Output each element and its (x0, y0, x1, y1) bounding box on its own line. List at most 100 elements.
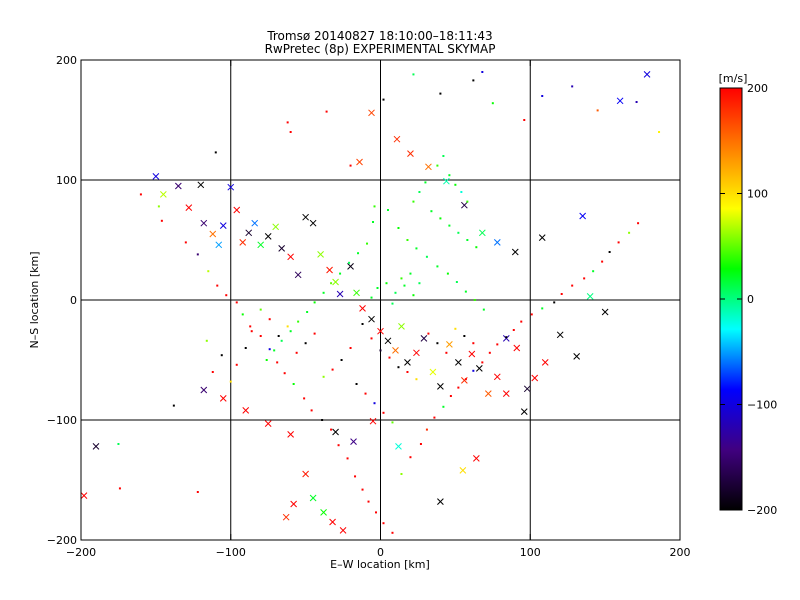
scatter-point-dot (220, 354, 223, 357)
x-tick-label: 200 (670, 546, 691, 559)
scatter-point-dot (160, 219, 163, 222)
scatter-point-dot (635, 101, 638, 103)
scatter-point-dot (280, 339, 283, 342)
scatter-point-dot (482, 308, 485, 311)
scatter-point-dot (481, 71, 484, 73)
scatter-point-dot (592, 270, 595, 273)
scatter-point-dot (346, 457, 349, 460)
scatter-point-dot (457, 231, 460, 234)
scatter-point-dot (354, 475, 357, 478)
scatter-point-dot (433, 416, 436, 419)
grid-lines (81, 60, 680, 540)
scatter-point-dot (386, 209, 389, 211)
scatter-point-dot (361, 323, 364, 325)
scatter-point-x (290, 500, 297, 508)
scatter-point-x (502, 390, 510, 397)
scatter-point-dot (394, 291, 397, 294)
scatter-point-x (573, 353, 581, 360)
scatter-point-dot (172, 404, 175, 407)
scatter-point-dot (366, 242, 369, 245)
scatter-point-x (251, 219, 259, 227)
scatter-point-dot (289, 131, 292, 133)
x-axis-label: E–W location [km] (330, 558, 430, 571)
scatter-point-x (437, 383, 444, 390)
scatter-point-x (531, 374, 539, 382)
scatter-point-dot (372, 221, 375, 223)
scatter-point-x (227, 183, 235, 191)
scatter-point-x (185, 204, 193, 211)
scatter-point-dot (340, 359, 343, 361)
scatter-point-x (160, 191, 167, 198)
scatter-point-x (264, 233, 272, 240)
colorbar-tick-label: 200 (747, 82, 768, 95)
scatter-point-x (579, 212, 587, 220)
scatter-point-dot (229, 380, 232, 383)
scatter-point-x (287, 253, 295, 261)
scatter-point-dot (297, 320, 300, 323)
colorbar-tick-label: 0 (747, 293, 754, 306)
scatter-point-dot (520, 320, 523, 323)
scatter-point-x (493, 373, 501, 381)
scatter-point-dot (385, 282, 388, 285)
scatter-point-x (446, 341, 453, 348)
x-tick-label: 100 (520, 546, 541, 559)
scatter-point-x (302, 213, 309, 221)
scatter-point-dot (330, 428, 333, 431)
scatter-point-dot (466, 239, 469, 241)
scatter-point-dot (310, 409, 313, 412)
scatter-point-dot (439, 217, 442, 220)
scatter-point-dot (214, 151, 217, 154)
scatter-point-dot (464, 378, 467, 381)
scatter-point-dot (373, 205, 376, 208)
scatter-point-dot (117, 443, 120, 445)
scatter-point-x (282, 513, 290, 521)
scatter-point-dot (596, 109, 599, 112)
scatter-point-dot (541, 95, 544, 97)
scatter-point-dot (361, 488, 364, 491)
scatter-point-x (278, 245, 286, 252)
scatter-point-dot (397, 227, 400, 229)
scatter-point-dot (313, 301, 316, 304)
scatter-point-dot (268, 348, 271, 351)
scatter-point-dot (373, 402, 376, 405)
scatter-point-dot (436, 265, 439, 268)
scatter-point-x (215, 241, 223, 249)
scatter-point-dot (391, 421, 394, 424)
scatter-point-x (643, 71, 651, 78)
scatter-point-dot (388, 356, 391, 359)
scatter-point-x (339, 527, 347, 534)
scatter-point-x (92, 443, 100, 450)
scatter-point-dot (406, 371, 409, 373)
scatter-point-x (541, 359, 549, 366)
colorbar-unit-label: [m/s] (719, 72, 748, 85)
scatter-point-dot (415, 378, 418, 381)
scatter-point-dot (412, 294, 415, 297)
scatter-point-dot (357, 252, 360, 255)
scatter-point-dot (364, 392, 367, 395)
scatter-point-dot (455, 281, 458, 283)
scatter-point-dot (488, 351, 491, 354)
scatter-point-x (332, 428, 339, 436)
scatter-point-dot (382, 522, 385, 525)
scatter-point-dot (367, 500, 370, 503)
scatter-point-x (219, 222, 227, 229)
scatter-point-dot (249, 325, 252, 328)
scatter-point-x (384, 337, 392, 345)
scatter-point-x (152, 173, 160, 180)
scatter-point-x (523, 385, 531, 393)
scatter-point-dot (445, 351, 448, 354)
scatter-point-x (369, 417, 377, 425)
scatter-point-dot (339, 272, 342, 275)
scatter-point-dot (292, 383, 295, 385)
scatter-point-dot (286, 121, 289, 124)
scatter-point-dot (464, 290, 467, 293)
scatter-point-dot (448, 224, 451, 227)
scatter-point-dot (375, 511, 378, 514)
scatter-point-dot (139, 193, 142, 196)
scatter-point-dot (196, 491, 199, 493)
scatter-point-x (468, 350, 476, 358)
y-tick-label: −100 (47, 414, 77, 427)
scatter-point-dot (491, 102, 494, 105)
scatter-point-x (356, 158, 363, 166)
scatter-point-dot (286, 325, 289, 328)
